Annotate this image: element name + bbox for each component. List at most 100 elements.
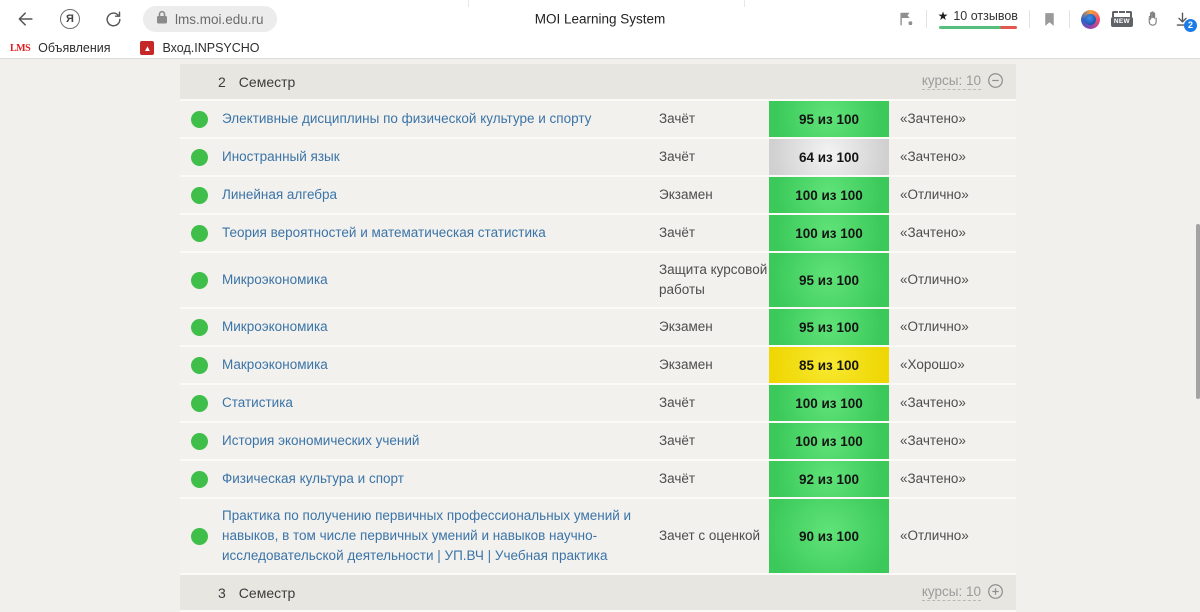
- course-link[interactable]: Теория вероятностей и математическая ста…: [222, 225, 546, 240]
- course-link[interactable]: Физическая культура и спорт: [222, 471, 404, 486]
- star-icon: ★: [938, 9, 949, 23]
- bookmarks-bar: LMS Объявления ▲ Вход.INPSYCHO: [0, 38, 1200, 59]
- score-badge: 95 из 100: [769, 101, 889, 137]
- score-badge: 100 из 100: [769, 177, 889, 213]
- course-name-cell: Микроэкономика: [222, 310, 659, 344]
- course-rows: Элективные дисциплины по физической куль…: [180, 101, 1016, 575]
- status-dot-icon: [191, 187, 208, 204]
- semester-label: Семестр: [239, 74, 296, 90]
- grade-text: «Хорошо»: [889, 348, 1016, 382]
- course-row: Микроэкономика Экзамен95 из 100«Отлично»: [180, 309, 1016, 347]
- browser-extension-lens-icon[interactable]: [1081, 10, 1100, 29]
- yandex-logo-button[interactable]: Я: [60, 9, 80, 29]
- score-badge: 95 из 100: [769, 253, 889, 307]
- grade-text: «Отлично»: [889, 519, 1016, 553]
- course-name-cell: Макроэкономика: [222, 348, 659, 382]
- semester-header-2: 2 Семестр курсы: 10: [180, 64, 1016, 101]
- course-row: СтатистикаЗачёт100 из 100«Зачтено»: [180, 385, 1016, 423]
- refresh-button[interactable]: [104, 10, 123, 29]
- status-dot-icon: [191, 357, 208, 374]
- exam-type: Экзамен: [659, 348, 769, 382]
- course-link[interactable]: Линейная алгебра: [222, 187, 337, 202]
- course-row: Макроэкономика Экзамен85 из 100«Хорошо»: [180, 347, 1016, 385]
- collapse-icon[interactable]: [987, 72, 1004, 92]
- grade-text: «Зачтено»: [889, 424, 1016, 458]
- toolbar-divider: [926, 10, 927, 28]
- browser-chrome: Я lms.moi.edu.ru MOI Learning System ★ 1…: [0, 0, 1200, 59]
- status-dot-icon: [191, 528, 208, 545]
- bookmark-label: Объявления: [38, 41, 110, 55]
- vertical-scrollbar-thumb[interactable]: [1196, 224, 1200, 399]
- lock-icon[interactable]: [156, 10, 168, 29]
- course-name-cell: История экономических учений: [222, 424, 659, 458]
- status-cell: [180, 101, 222, 137]
- bookmark-item-announcements[interactable]: LMS Объявления: [10, 41, 110, 55]
- course-link[interactable]: Микроэкономика: [222, 272, 328, 287]
- active-tab-title[interactable]: MOI Learning System: [535, 12, 666, 27]
- expand-icon[interactable]: [987, 583, 1004, 603]
- semester-number: 2: [218, 74, 226, 90]
- lms-favicon: LMS: [10, 43, 30, 54]
- site-reviews-button[interactable]: ★ 10 отзывов: [938, 9, 1018, 29]
- back-button[interactable]: [16, 9, 36, 29]
- tab-separator: [468, 0, 469, 7]
- course-row: Элективные дисциплины по физической куль…: [180, 101, 1016, 139]
- downloads-button[interactable]: 2: [1173, 10, 1192, 29]
- exam-type: Экзамен: [659, 178, 769, 212]
- toolbar-divider: [1069, 10, 1070, 28]
- score-badge: 100 из 100: [769, 385, 889, 421]
- exam-type: Зачёт: [659, 462, 769, 496]
- semester-number: 3: [218, 585, 226, 601]
- score-badge: 90 из 100: [769, 499, 889, 573]
- hand-extension-icon[interactable]: [1144, 10, 1162, 28]
- download-count-badge: 2: [1184, 19, 1197, 32]
- score-badge: 100 из 100: [769, 423, 889, 459]
- grade-text: «Зачтено»: [889, 386, 1016, 420]
- score-badge: 85 из 100: [769, 347, 889, 383]
- course-link[interactable]: Практика по получению первичных професси…: [222, 508, 631, 563]
- tab-separator: [744, 0, 745, 7]
- bookmark-label: Вход.INPSYCHO: [162, 41, 259, 55]
- exam-type: Экзамен: [659, 310, 769, 344]
- status-cell: [180, 215, 222, 251]
- reviews-count-label: 10 отзывов: [953, 9, 1018, 23]
- course-link[interactable]: История экономических учений: [222, 433, 419, 448]
- screenshot-new-icon[interactable]: NEW: [1111, 11, 1133, 28]
- status-dot-icon: [191, 225, 208, 242]
- course-link[interactable]: Микроэкономика: [222, 319, 328, 334]
- course-link[interactable]: Иностранный язык: [222, 149, 340, 164]
- exam-type: Зачёт: [659, 140, 769, 174]
- toolbar-divider: [1029, 10, 1030, 28]
- course-row: Практика по получению первичных професси…: [180, 499, 1016, 575]
- lens-center: [1085, 14, 1096, 25]
- course-row: Физическая культура и спорт Зачёт92 из 10…: [180, 461, 1016, 499]
- course-name-cell: Иностранный язык: [222, 140, 659, 174]
- status-dot-icon: [191, 395, 208, 412]
- course-name-cell: Статистика: [222, 386, 659, 420]
- course-name-cell: Теория вероятностей и математическая ста…: [222, 216, 659, 250]
- status-cell: [180, 499, 222, 573]
- status-dot-icon: [191, 433, 208, 450]
- bookmark-flag-icon[interactable]: [1041, 11, 1058, 28]
- course-name-cell: Линейная алгебра: [222, 178, 659, 212]
- status-cell: [180, 253, 222, 307]
- address-bar[interactable]: lms.moi.edu.ru: [143, 6, 277, 32]
- courses-count-link[interactable]: курсы: 10: [922, 73, 981, 90]
- status-dot-icon: [191, 319, 208, 336]
- score-badge: 92 из 100: [769, 461, 889, 497]
- grade-text: «Отлично»: [889, 310, 1016, 344]
- protect-flag-icon[interactable]: [897, 10, 915, 28]
- course-row: История экономических ученийЗачёт100 из …: [180, 423, 1016, 461]
- score-badge: 95 из 100: [769, 309, 889, 345]
- course-link[interactable]: Макроэкономика: [222, 357, 328, 372]
- page-background: 2 Семестр курсы: 10 Элективные дисциплин…: [0, 59, 1200, 609]
- course-link[interactable]: Элективные дисциплины по физической куль…: [222, 111, 591, 126]
- courses-count-link[interactable]: курсы: 10: [922, 584, 981, 601]
- exam-type: Зачёт: [659, 102, 769, 136]
- url-text[interactable]: lms.moi.edu.ru: [175, 12, 264, 27]
- grade-text: «Зачтено»: [889, 140, 1016, 174]
- bookmark-item-inpsycho[interactable]: ▲ Вход.INPSYCHO: [140, 41, 259, 55]
- status-dot-icon: [191, 272, 208, 289]
- course-link[interactable]: Статистика: [222, 395, 293, 410]
- status-cell: [180, 309, 222, 345]
